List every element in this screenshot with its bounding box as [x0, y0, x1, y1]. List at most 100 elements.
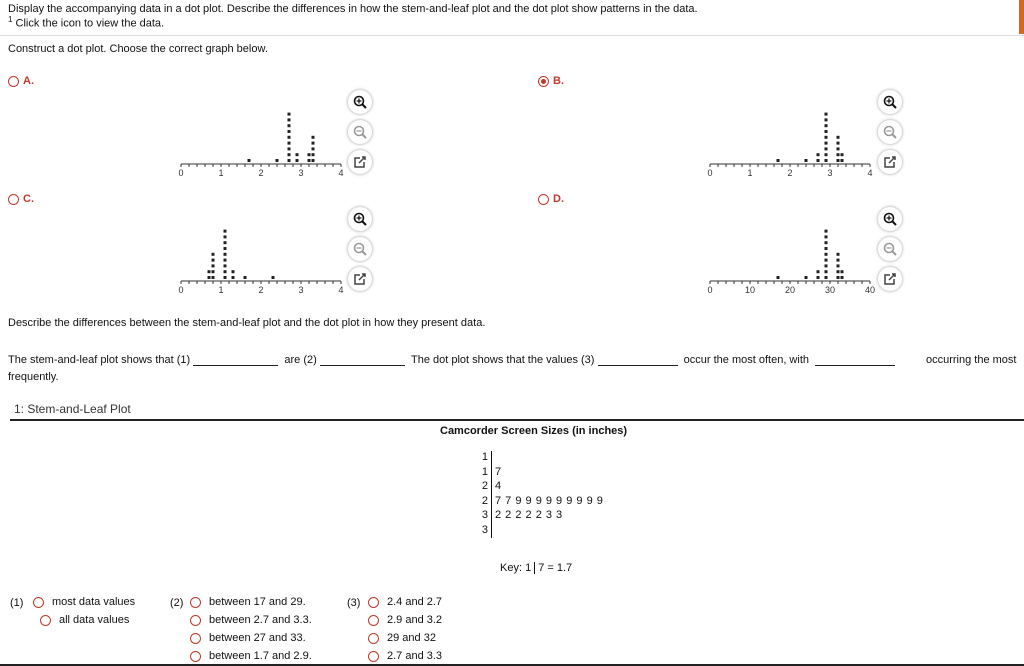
radio-button[interactable] [190, 614, 201, 626]
flag-tab [1019, 0, 1024, 34]
zoom-in-icon[interactable] [878, 90, 902, 114]
tick-label: 0 [707, 285, 712, 295]
data-dot [824, 147, 828, 151]
choice-option[interactable]: 2.7 and 3.3 [368, 650, 442, 662]
sentence-text: occurring the most [926, 354, 1017, 366]
option-d[interactable]: D. [538, 193, 564, 205]
data-dot [824, 276, 828, 279]
zoom-out-icon[interactable] [348, 120, 372, 144]
radio-button[interactable] [190, 596, 201, 608]
radio-button[interactable] [368, 596, 379, 608]
radio-button[interactable] [368, 650, 379, 662]
option-a[interactable]: A. [8, 75, 34, 87]
choice-option[interactable]: all data values [40, 614, 129, 626]
tick-label: 0 [178, 285, 183, 295]
blank-1-label: (1) [176, 354, 191, 366]
blank-4[interactable] [815, 365, 896, 366]
radio-button[interactable] [190, 632, 201, 644]
choice-option[interactable]: 29 and 32 [368, 632, 436, 644]
zoom-in-glyph [353, 212, 367, 226]
choice-label: between 27 and 33. [209, 632, 306, 644]
radio-button[interactable] [368, 632, 379, 644]
zoom-out-glyph [353, 242, 367, 256]
pop-out-icon[interactable] [878, 267, 902, 291]
pop-out-icon[interactable] [348, 267, 372, 291]
tick-label: 30 [825, 285, 835, 295]
data-dot [223, 247, 227, 250]
tick-label: 4 [338, 168, 343, 178]
leaves: 2 2 2 2 2 3 3 [495, 509, 563, 521]
data-dot [211, 264, 215, 268]
footnote[interactable]: 1 Click the icon to view the data. [8, 15, 164, 30]
option-b[interactable]: B. [538, 75, 564, 87]
choice-option[interactable]: 2.9 and 3.2 [368, 614, 442, 626]
part2-prompt: Describe the differences between the ste… [8, 317, 486, 329]
data-dot [824, 118, 828, 122]
zoom-out-icon[interactable] [878, 120, 902, 144]
data-dot [824, 229, 828, 233]
zoom-in-icon[interactable] [878, 207, 902, 231]
stem: 1 [480, 451, 492, 466]
radio-button[interactable] [33, 596, 44, 608]
data-dot [311, 153, 315, 157]
choice-option[interactable]: between 17 and 29. [190, 596, 306, 608]
data-dot [307, 153, 311, 157]
stem-leaf-title: Camcorder Screen Sizes (in inches) [440, 425, 628, 437]
choice-option[interactable]: between 1.7 and 2.9. [190, 650, 312, 662]
data-dot [840, 270, 844, 274]
data-dot [824, 159, 828, 162]
zoom-out-icon[interactable] [878, 237, 902, 261]
radio-button[interactable] [190, 650, 201, 662]
part1-prompt: Construct a dot plot. Choose the correct… [8, 43, 268, 55]
data-dot [223, 235, 227, 239]
choice-option[interactable]: between 2.7 and 3.3. [190, 614, 312, 626]
fill-in-sentence: The stem-and-leaf plot shows that (1) ar… [8, 354, 1024, 366]
choice-option[interactable]: between 27 and 33. [190, 632, 306, 644]
leaves [492, 524, 495, 536]
tick-label: 1 [218, 168, 223, 178]
data-dot [824, 153, 828, 157]
zoom-in-icon[interactable] [348, 207, 372, 231]
data-dot [295, 153, 299, 157]
radio-button[interactable] [368, 614, 379, 626]
pop-out-icon[interactable] [878, 150, 902, 174]
data-dot [816, 153, 820, 157]
zoom-out-glyph [353, 125, 367, 139]
zoom-in-icon[interactable] [348, 90, 372, 114]
radio-button[interactable] [8, 75, 19, 87]
pop-out-icon[interactable] [348, 150, 372, 174]
zoom-in-glyph [883, 95, 897, 109]
data-dot [836, 147, 840, 151]
choice-option[interactable]: most data values [33, 596, 135, 608]
option-c[interactable]: C. [8, 193, 34, 205]
choice-group-label: (3) [347, 597, 361, 609]
tick-label: 1 [218, 285, 223, 295]
radio-button[interactable] [538, 193, 549, 205]
data-link[interactable]: Click the icon to view the data. [15, 17, 165, 30]
choice-label: all data values [59, 614, 130, 626]
radio-button[interactable] [8, 193, 19, 205]
blank-1[interactable] [193, 365, 279, 366]
tick-label: 10 [745, 285, 755, 295]
data-dot [824, 141, 828, 145]
radio-button[interactable] [40, 614, 51, 626]
data-dot [836, 276, 840, 279]
data-dot [836, 159, 840, 162]
choice-label: 2.9 and 3.2 [387, 614, 443, 626]
divider [0, 35, 1024, 36]
choice-option[interactable]: 2.4 and 2.7 [368, 596, 442, 608]
tick-label: 4 [338, 285, 343, 295]
zoom-in-glyph [883, 212, 897, 226]
data-dot [287, 153, 291, 157]
blank-2[interactable] [319, 365, 405, 366]
data-dot [223, 276, 227, 279]
radio-button[interactable] [538, 75, 549, 87]
blank-3[interactable] [597, 365, 678, 366]
data-dot [287, 118, 291, 122]
zoom-out-icon[interactable] [348, 237, 372, 261]
sentence-text: The dot plot shows that the values [411, 354, 578, 366]
choice-label: between 2.7 and 3.3. [209, 614, 312, 626]
